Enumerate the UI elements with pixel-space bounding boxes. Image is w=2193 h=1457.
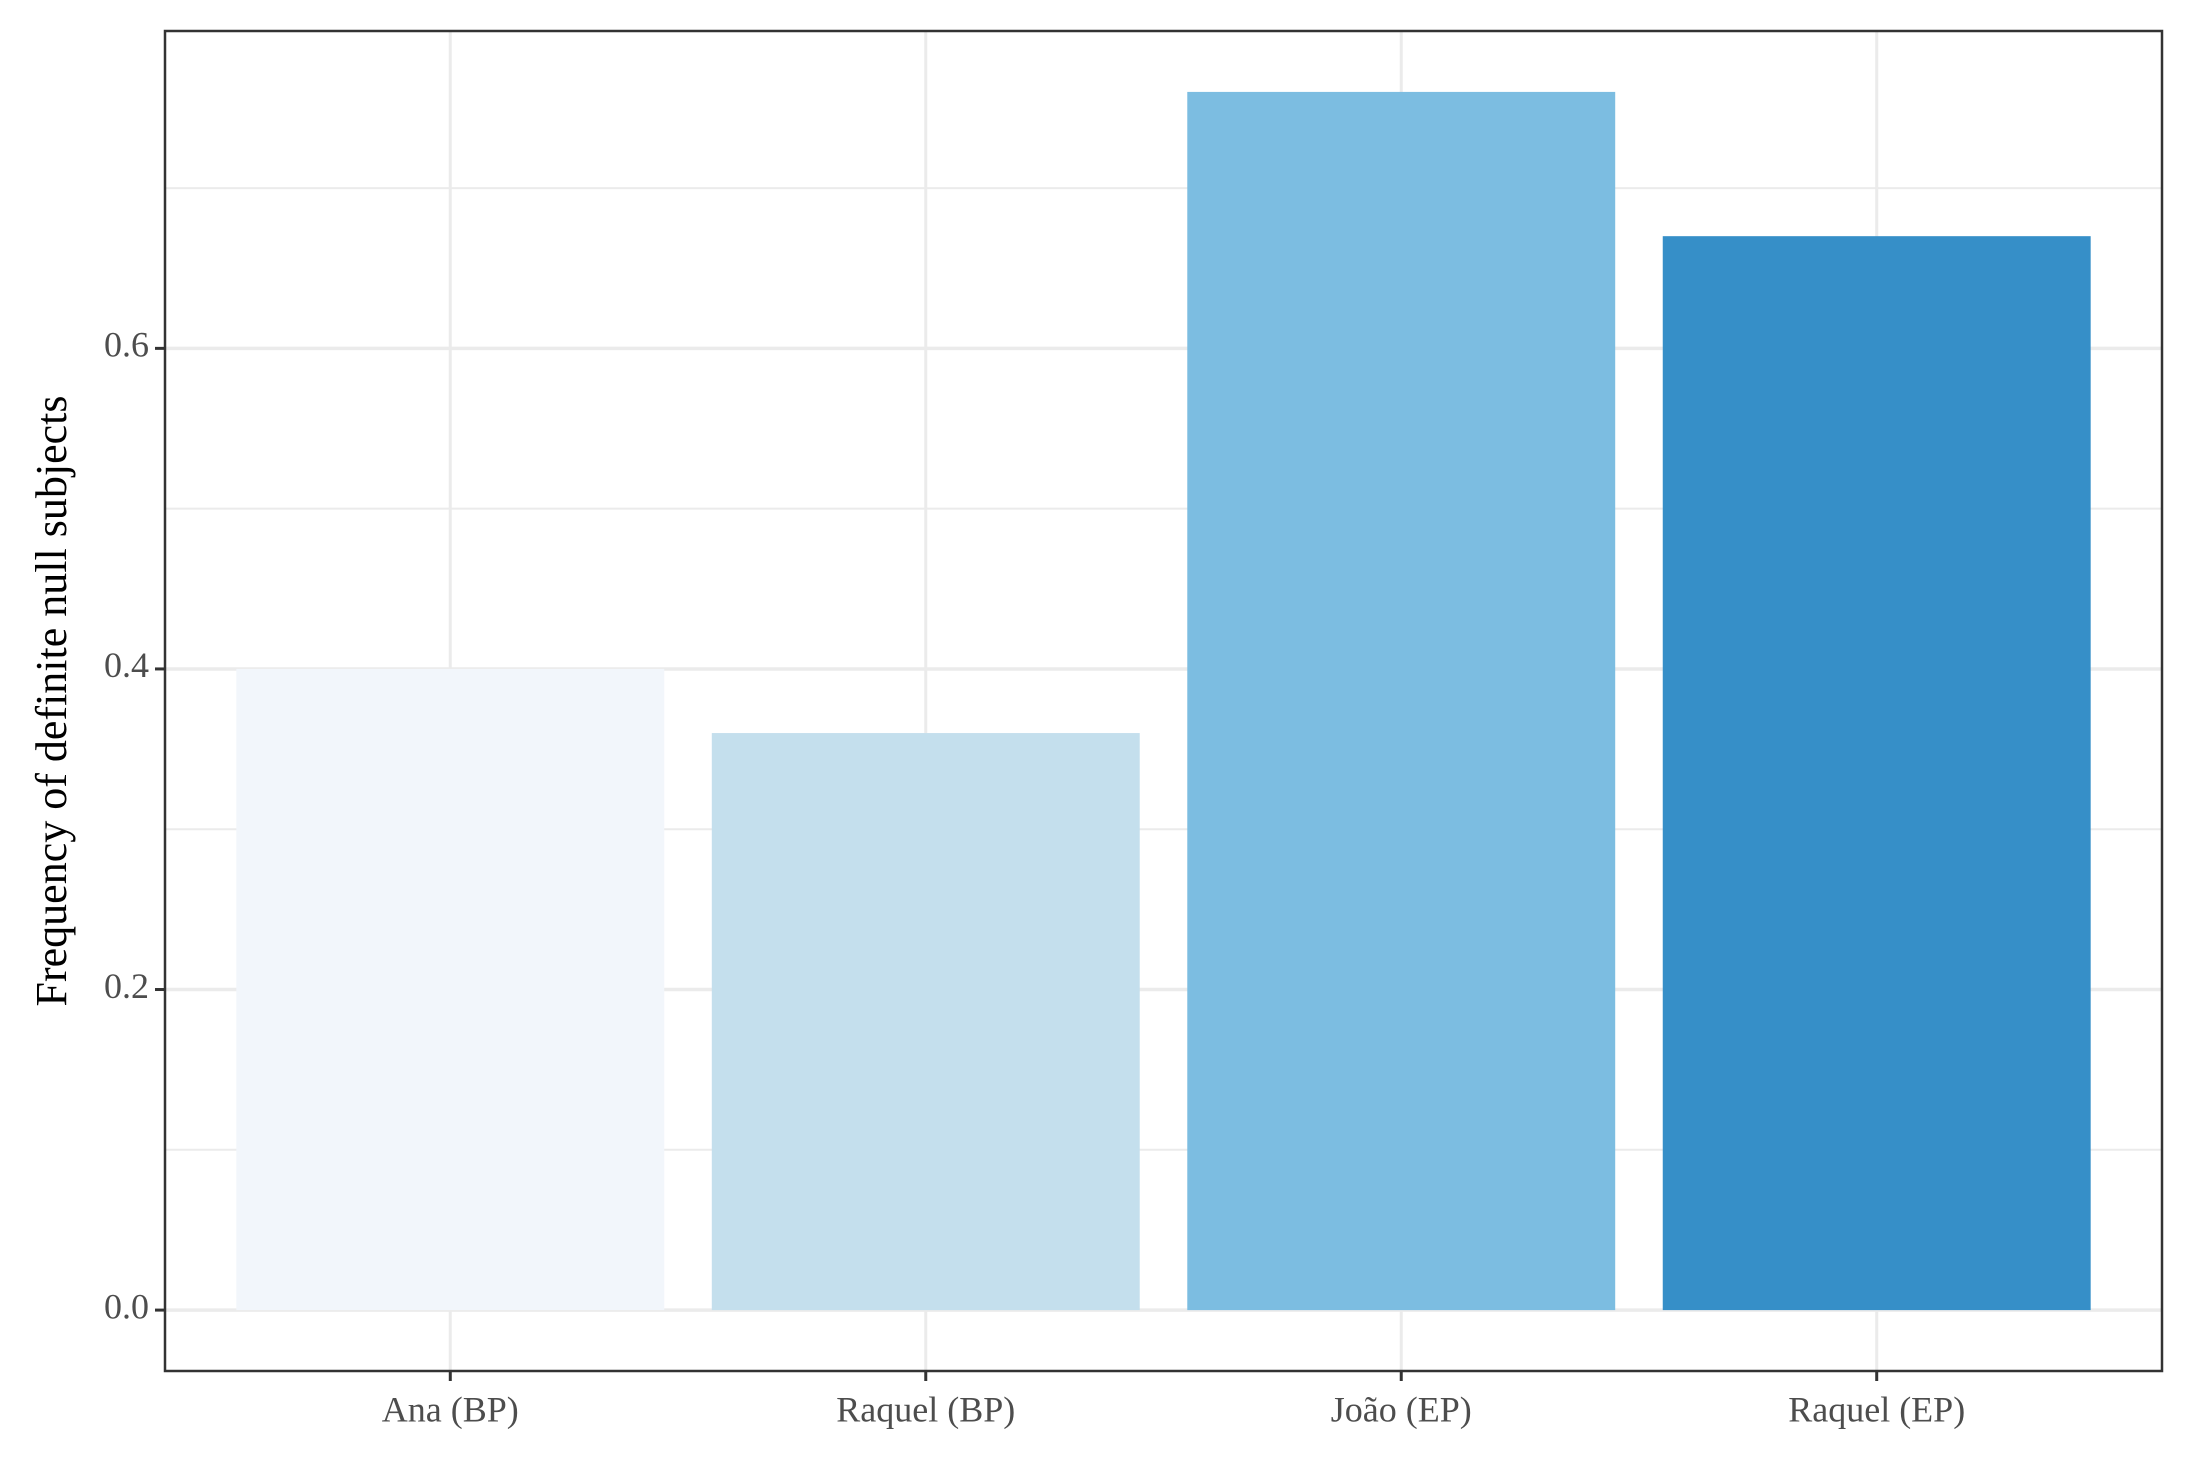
x-tick-label: Raquel (BP)	[836, 1389, 1015, 1429]
y-tick-label: 0.6	[104, 325, 149, 365]
y-tick-label: 0.2	[104, 966, 149, 1006]
panel-border	[163, 29, 2164, 1373]
x-tick-label: João (EP)	[1331, 1389, 1472, 1429]
x-tick-label: Raquel (EP)	[1788, 1389, 1965, 1429]
x-tick-label: Ana (BP)	[382, 1389, 519, 1429]
y-tick-label: 0.0	[104, 1286, 149, 1326]
bar	[1662, 236, 2091, 1311]
bar	[711, 733, 1140, 1311]
bar	[1187, 91, 1616, 1311]
y-axis-title: Frequency of definite null subjects	[27, 396, 76, 1007]
bar	[236, 668, 665, 1311]
y-tick-label: 0.4	[104, 645, 149, 685]
